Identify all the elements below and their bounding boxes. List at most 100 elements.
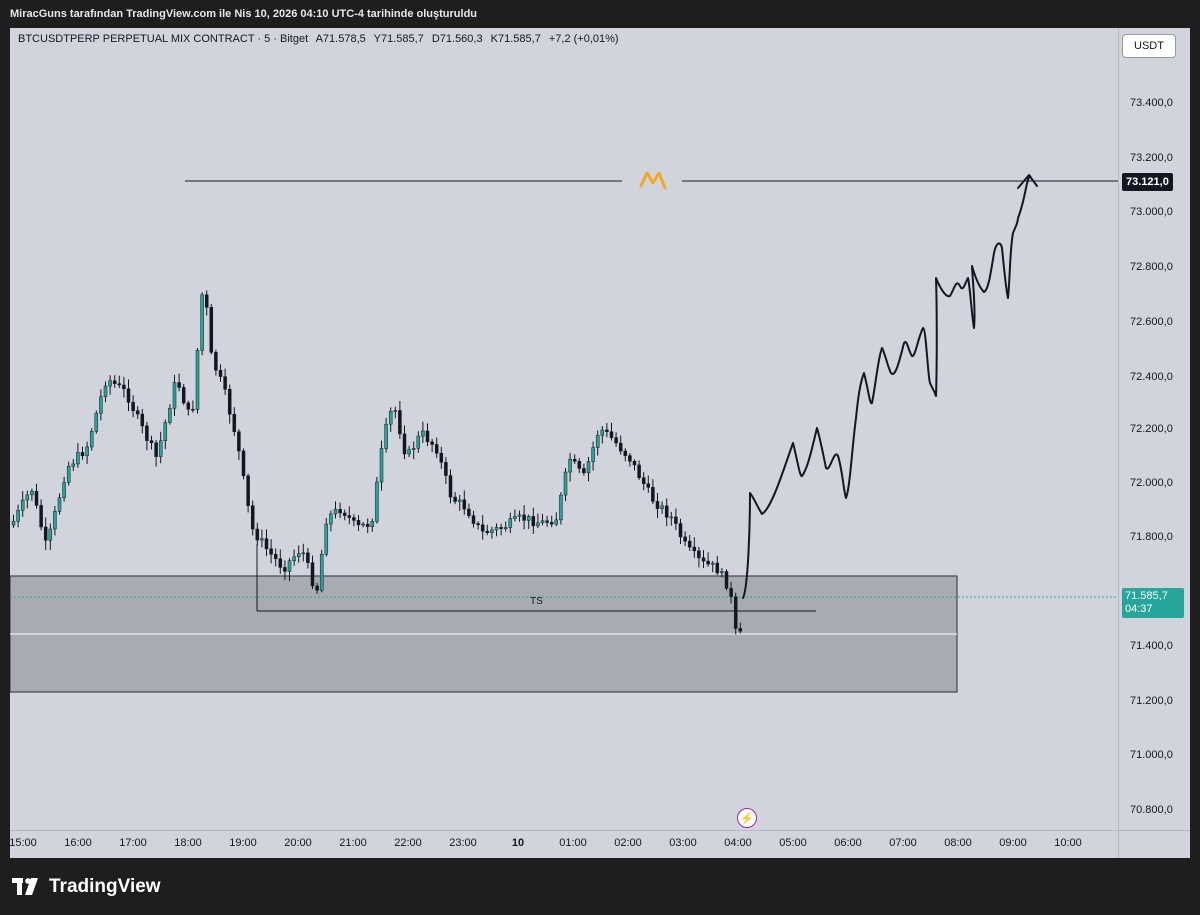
candle-body [260,538,264,541]
time-tick: 15:00 [9,837,37,849]
symbol-info: BTCUSDTPERP PERPETUAL MIX CONTRACT · 5 ·… [18,33,624,45]
candle-body [462,499,467,510]
plot-svg[interactable] [10,28,1118,830]
time-axis-divider [10,830,1190,831]
candle-body [457,499,462,502]
price-tick: 73.400,0 [1130,97,1173,109]
price-tick: 71.400,0 [1130,640,1173,652]
candle-body [646,483,651,488]
candle-body [641,477,646,485]
time-tick: 23:00 [449,837,477,849]
candle-body [531,516,536,527]
candle-body [209,307,214,353]
candle-body [411,447,416,450]
candle-body [352,517,356,521]
candle-body [444,462,448,476]
candle-body [687,540,692,548]
time-tick: 08:00 [944,837,972,849]
time-tick: 09:00 [999,837,1027,849]
candle-body [503,527,508,530]
candle-body [158,440,163,457]
candle-body [526,516,531,521]
candle-body [319,554,324,591]
candle-body [287,560,292,572]
candle-body [485,530,490,533]
candle-body [48,528,53,541]
candle-body [246,475,250,506]
candle-body [393,410,398,412]
candle-body [490,529,494,533]
candle-body [701,557,706,562]
candle-body [706,560,710,565]
candle-body [398,410,402,435]
candle-body [241,450,246,477]
candle-body [269,548,273,555]
time-tick: 19:00 [229,837,257,849]
candle-body [517,514,522,517]
candle-body [135,410,140,415]
time-tick: 20:00 [284,837,312,849]
ohlc-close: K71.585,7 [490,33,541,45]
time-tick: 18:00 [174,837,202,849]
candle-body [168,408,172,423]
candle-body [112,380,117,384]
candle-body [117,383,122,386]
candle-body [586,461,591,474]
candle-body [283,567,287,572]
candle-body [669,516,674,519]
candle-body [729,588,733,597]
candle-body [536,522,540,527]
price-plot[interactable]: TS ⚡ BTCUSDTPERP PERPETUAL MIX CONTRACT … [10,28,1118,830]
time-tick: 04:00 [724,837,752,849]
price-tick: 70.800,0 [1130,804,1173,816]
time-tick: 02:00 [614,837,642,849]
candle-body [434,444,439,454]
lightning-icon[interactable]: ⚡ [737,808,757,828]
candle-body [333,509,338,515]
price-tick: 71.800,0 [1130,531,1173,543]
ohlc-high: Y71.585,7 [373,33,424,45]
candle-body [388,411,393,425]
tradingview-logo-icon [12,878,38,895]
tradingview-logo[interactable]: TradingView [12,876,161,898]
currency-button[interactable]: USDT [1122,34,1176,58]
candle-body [71,463,76,467]
candle-body [223,376,227,390]
candle-body [674,516,678,524]
candle-body [522,514,526,521]
candle-body [453,496,457,502]
candle-body [191,408,195,411]
candle-body [186,402,191,410]
candle-body [122,384,126,390]
candle-body [623,450,628,456]
candle-body [467,508,471,516]
candle-body [195,350,200,410]
candle-body [595,435,600,448]
candle-body [540,520,545,524]
candlesticks [11,290,743,635]
candle-body [361,523,365,526]
candle-body [76,452,80,465]
candle-body [356,520,361,526]
chart-frame[interactable]: TS ⚡ BTCUSDTPERP PERPETUAL MIX CONTRACT … [9,28,1190,858]
candle-body [310,562,315,587]
candle-body [582,468,586,474]
time-tick: 22:00 [394,837,422,849]
bottom-bar: TradingView [0,858,1200,915]
candle-body [338,509,342,514]
symbol-name[interactable]: BTCUSDTPERP PERPETUAL MIX CONTRACT · 5 ·… [18,33,309,45]
candle-body [554,519,559,525]
ohlc-open: A71.578,5 [315,33,366,45]
time-tick: 03:00 [669,837,697,849]
time-tick: 16:00 [64,837,92,849]
price-tick: 73.000,0 [1130,206,1173,218]
candle-body [577,461,582,469]
time-tick: 05:00 [779,837,807,849]
projection-path[interactable] [742,175,1031,599]
candle-body [103,385,108,397]
candle-body [39,505,43,528]
candle-body [62,482,66,498]
candle-body [296,553,301,558]
candle-body [30,490,34,496]
candle-body [715,562,720,574]
